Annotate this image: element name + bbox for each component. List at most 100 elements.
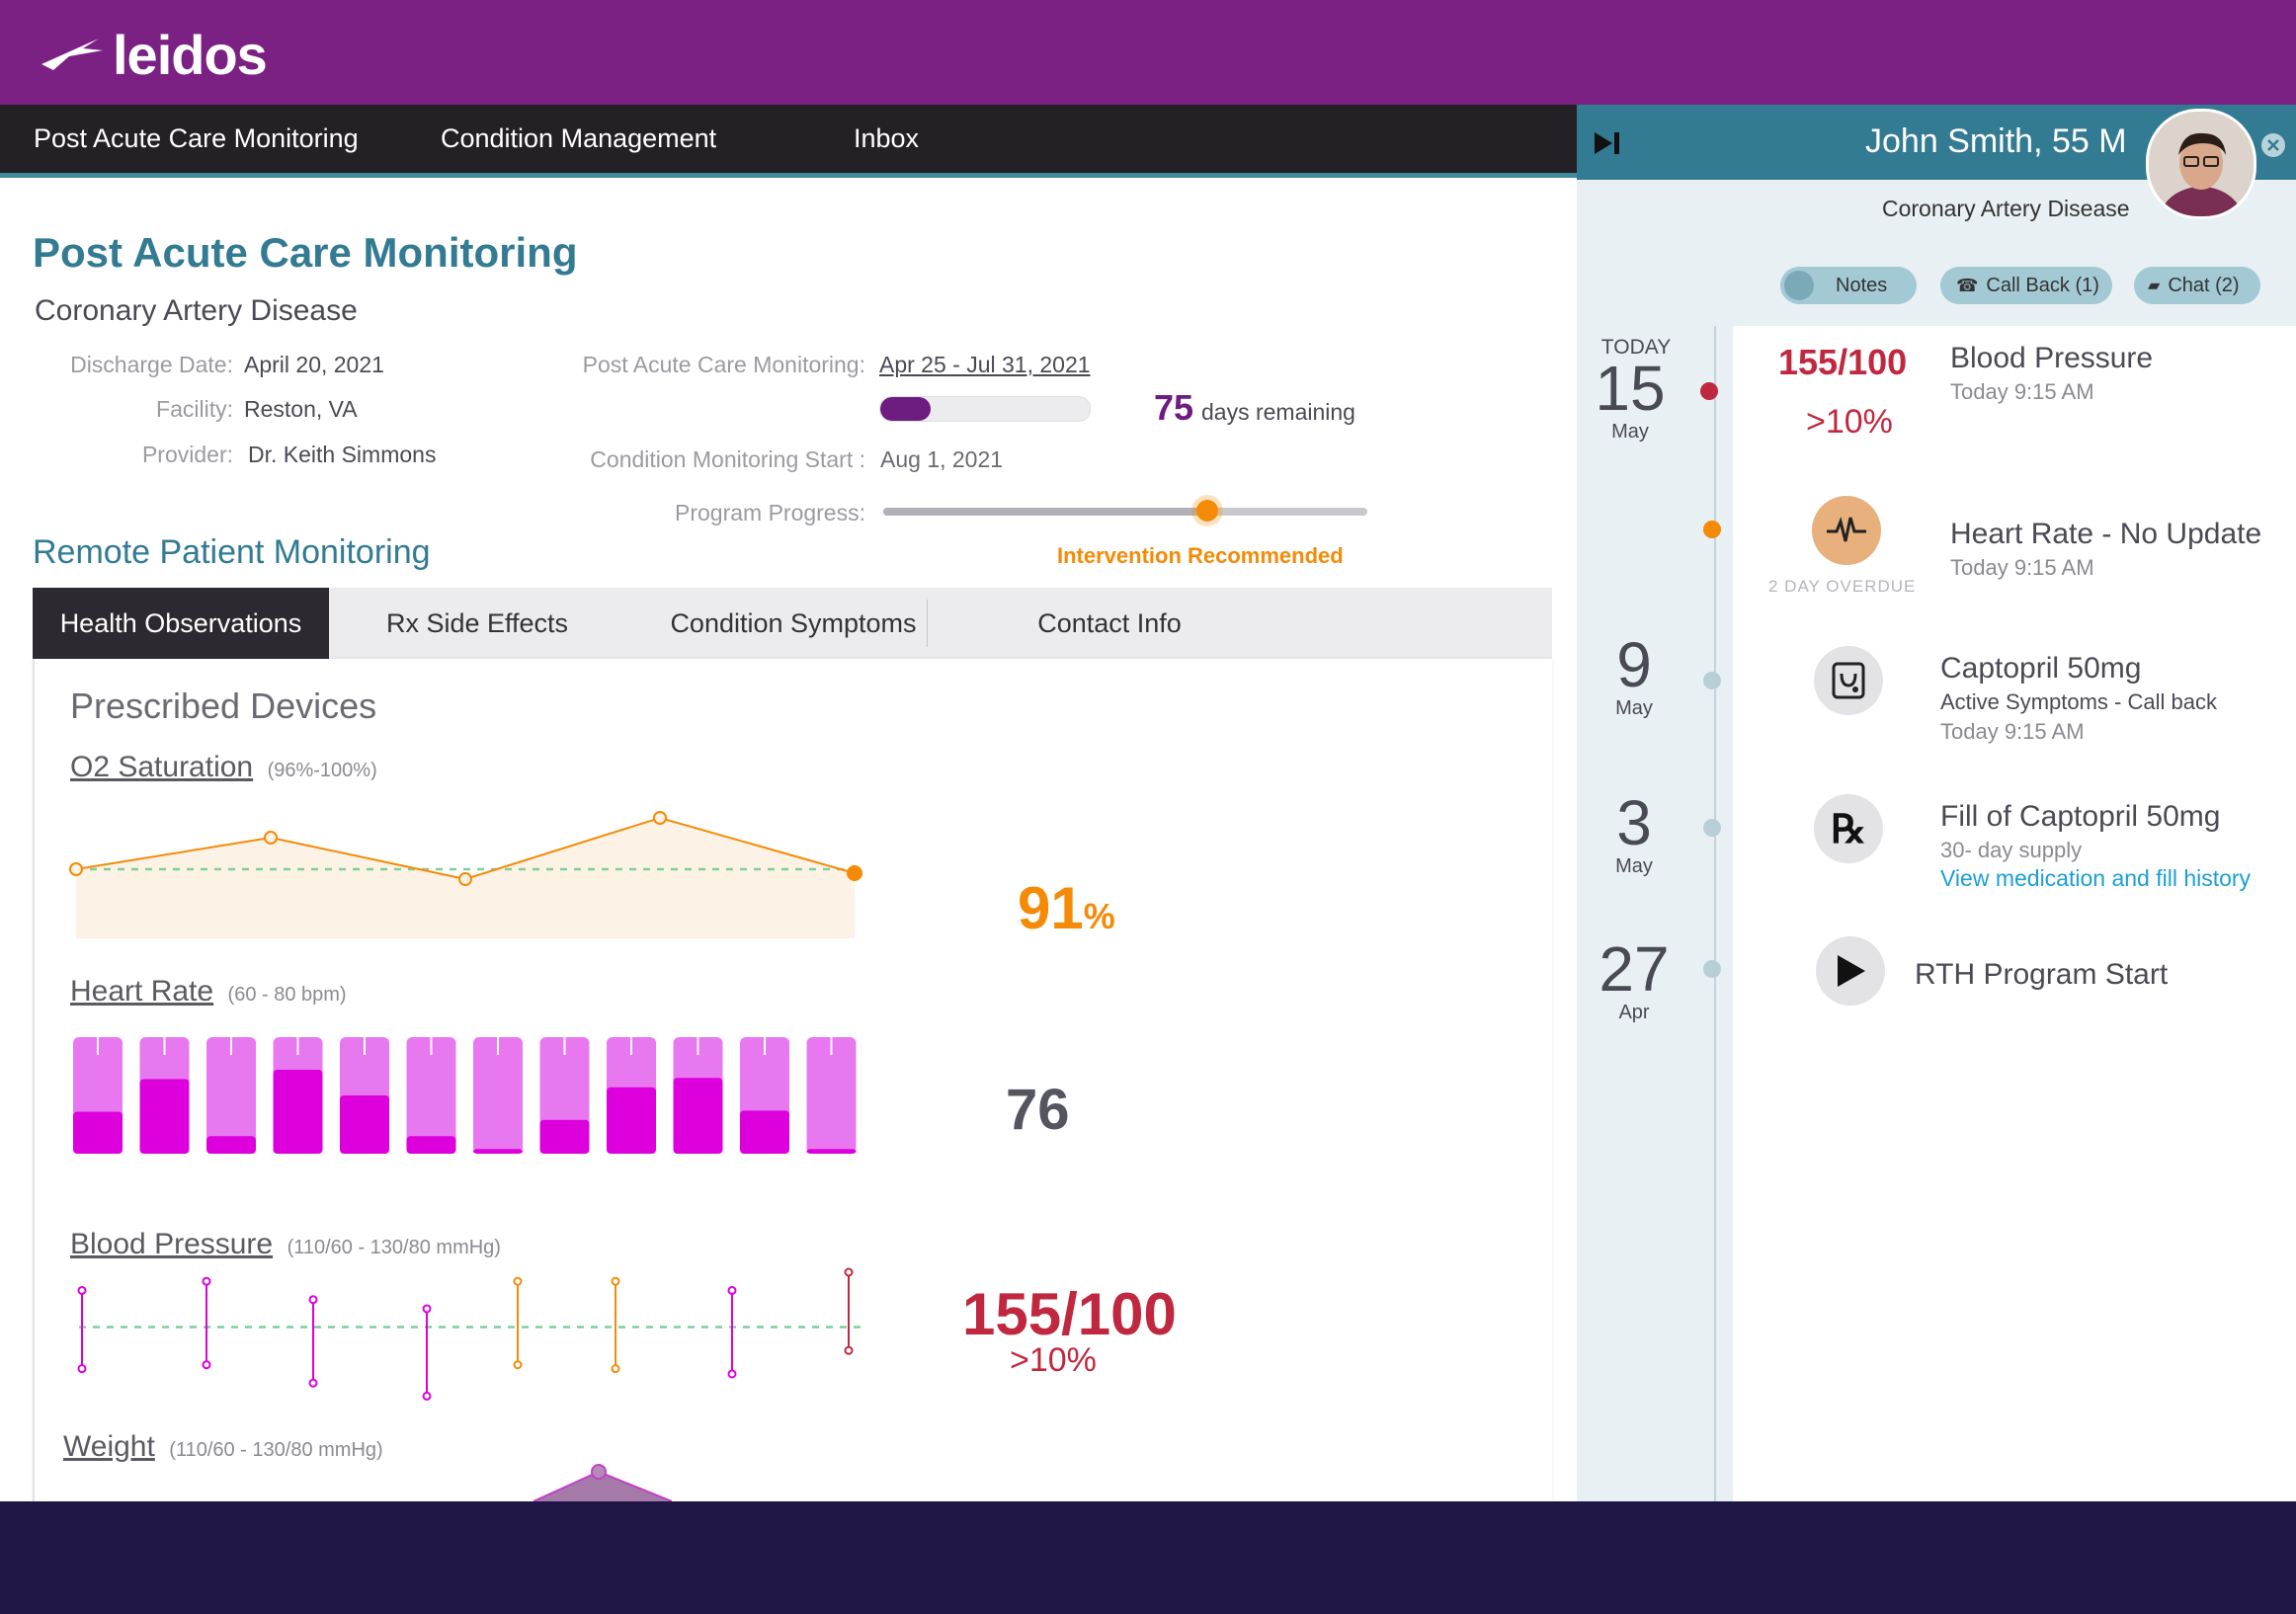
o2-range: (96%-100%) [267,760,377,781]
tab-health-observations[interactable]: Health Observations [33,588,329,659]
timeline-dot-bp [1700,382,1718,400]
hr-header: Heart Rate (60 - 80 bpm) [70,975,347,1009]
o2-point-0 [69,862,83,876]
weight-title-link[interactable]: Weight [63,1430,155,1463]
chat-icon: ▰ [2148,278,2161,294]
collapse-panel-icon[interactable] [1593,130,1622,156]
bp-title-link[interactable]: Blood Pressure [70,1228,274,1260]
days-remaining-count: 75 [1154,387,1194,428]
o2-current-value: 91% [1018,874,1115,942]
bp-high-7 [844,1267,854,1277]
hr-bar-9 [673,1078,723,1154]
heart-rate-chart [73,1037,857,1154]
symptom-report-icon [1814,646,1883,715]
nav-item-condition-management[interactable]: Condition Management [441,123,717,153]
bp-high-3 [422,1304,432,1314]
prescribed-devices-title: Prescribed Devices [70,686,377,726]
tab-condition-symptoms[interactable]: Condition Symptoms [670,608,917,638]
notes-button[interactable]: Notes [1780,267,1917,304]
o2-chart [69,811,862,938]
provider-value: Dr. Keith Simmons [248,442,437,467]
event-fill-sub: 30- day supply [1940,838,2083,862]
o2-title-link[interactable]: O2 Saturation [70,751,254,783]
page-title: Post Acute Care Monitoring [33,229,578,276]
o2-point-2 [458,872,472,886]
timeline-dot-rth [1703,960,1721,978]
hr-title-link[interactable]: Heart Rate [70,975,214,1008]
timeline-month-apr: Apr [1618,1002,1650,1023]
call-back-button[interactable]: ☎ Call Back (1) [1940,267,2112,304]
bp-header: Blood Pressure (110/60 - 130/80 mmHg) [70,1228,501,1261]
hr-bar-8 [607,1087,656,1154]
hr-bar-3 [273,1070,323,1154]
bp-low-4 [513,1360,523,1370]
hr-current-value: 76 [1006,1078,1070,1142]
weight-range: (110/60 - 130/80 mmHg) [169,1439,383,1461]
call-back-button-label: Call Back (1) [1986,274,2099,296]
brand-logo[interactable]: leidos [40,20,268,89]
hr-bar-6 [473,1149,523,1154]
bp-high-0 [77,1285,87,1295]
facility-value: Reston, VA [244,396,358,422]
bp-high-2 [308,1295,318,1305]
condition-monitoring-start-label: Condition Monitoring Start : [590,446,865,472]
nav-item-inbox[interactable]: Inbox [854,123,920,153]
hr-bar-1 [139,1079,190,1154]
hr-bar-bg-5 [406,1037,456,1154]
o2-value-number: 91 [1018,875,1084,941]
patient-condition: Coronary Artery Disease [1882,196,2130,221]
bp-low-7 [844,1345,854,1355]
hr-bar-11 [806,1149,857,1154]
timeline-month-may-3: May [1615,855,1653,877]
hr-bar-bg-2 [206,1037,256,1154]
chat-button[interactable]: ▰ Chat (2) [2134,267,2260,304]
logo-text: leidos [113,23,268,86]
timeline-month-may-1: May [1611,421,1649,443]
event-hr-title: Heart Rate - No Update [1950,518,2262,550]
timeline-day-15: 15 [1595,353,1666,424]
bp-low-5 [611,1364,620,1374]
weight-chart-peak [533,1464,672,1501]
pac-date-range-link[interactable]: Apr 25 - Jul 31, 2021 [879,352,1091,377]
heart-rate-icon [1812,496,1881,565]
top-brand-bar [0,0,2296,105]
days-remaining-label: days remaining [1201,399,1355,425]
main-nav: Post Acute Care Monitoring Condition Man… [0,105,1577,178]
patient-avatar [2146,109,2256,219]
pac-label: Post Acute Care Monitoring: [582,352,865,377]
bp-high-5 [611,1276,620,1286]
medication-history-link[interactable]: View medication and fill history [1940,865,2252,891]
hr-bar-5 [406,1136,456,1154]
intervention-alert: Intervention Recommended [1057,543,1344,568]
hr-bar-bg-6 [473,1037,523,1154]
program-progress-knob[interactable] [1196,500,1219,522]
bp-high-6 [727,1285,737,1295]
o2-value-unit: % [1083,896,1115,936]
phone-icon: ☎ [1956,275,1979,295]
event-hr-time: Today 9:15 AM [1950,555,2094,580]
bp-low-6 [727,1369,737,1379]
bp-high-4 [513,1276,523,1286]
notes-button-label: Notes [1836,274,1888,296]
hr-bar-7 [539,1119,590,1154]
o2-point-4 [847,865,862,881]
o2-area [76,818,855,938]
play-icon [1816,936,1885,1006]
tab-rx-side-effects[interactable]: Rx Side Effects [385,608,569,638]
bp-current-value: 155/100 [962,1281,1177,1347]
event-captopril-time: Today 9:15 AM [1940,719,2085,744]
notes-icon [1784,271,1814,300]
tab-contact-info[interactable]: Contact Info [1037,608,1182,638]
pac-progress-bar [879,396,1091,422]
event-bp-value: 155/100 [1778,342,1908,382]
event-captopril-title: Captopril 50mg [1940,652,2142,685]
nav-item-post-acute-care[interactable]: Post Acute Care Monitoring [34,123,359,153]
timeline-month-may-2: May [1615,697,1653,719]
close-panel-icon[interactable] [2260,132,2286,158]
bp-high-1 [202,1276,211,1286]
program-progress-slider[interactable] [883,500,1367,522]
hr-range: (60 - 80 bpm) [227,984,347,1006]
timeline-dot-hr [1703,521,1721,538]
bp-low-3 [422,1391,432,1401]
provider-label: Provider: [141,442,233,467]
